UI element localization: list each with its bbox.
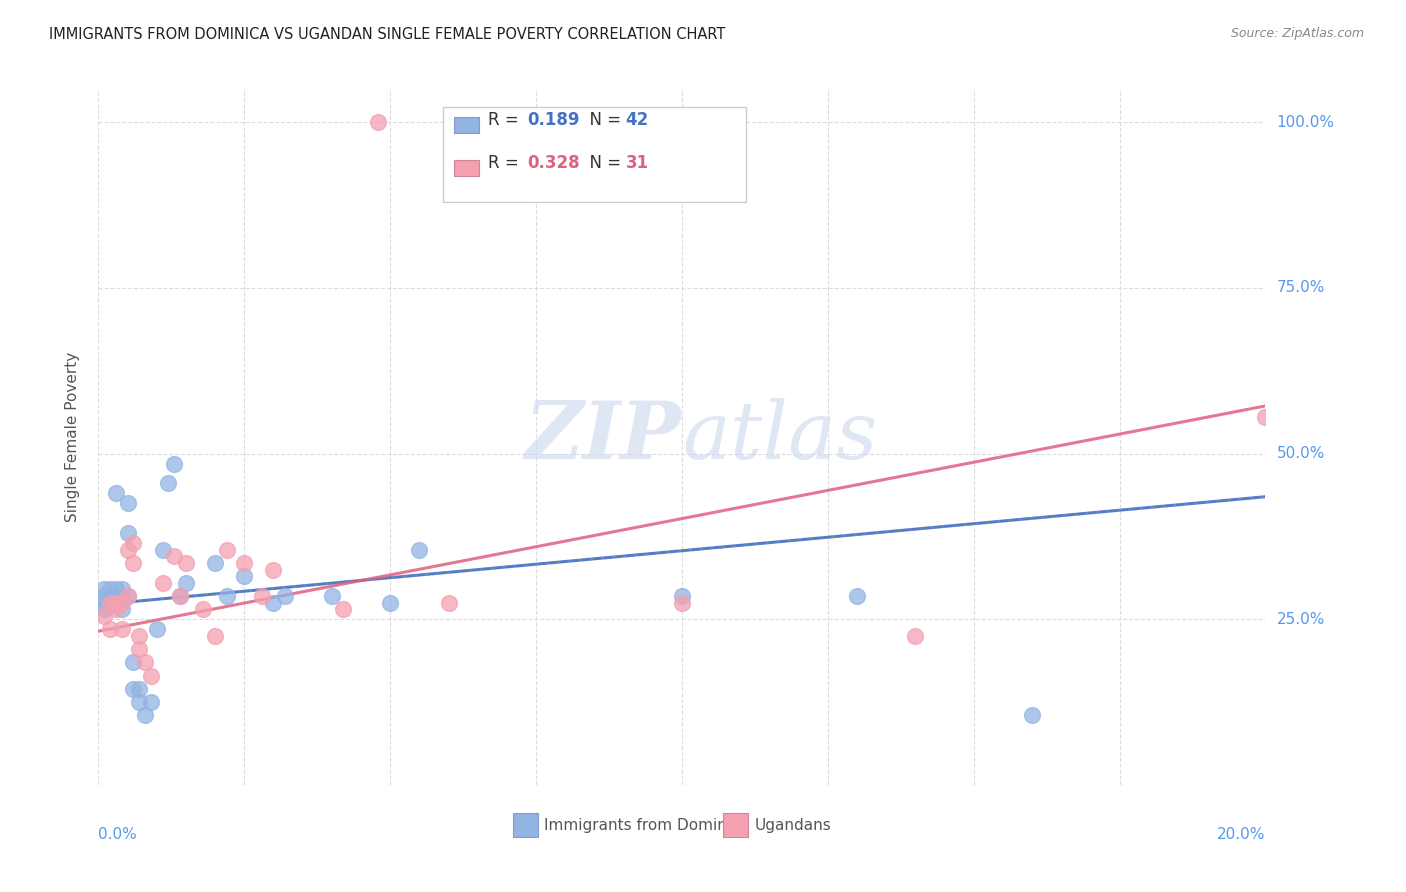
Point bbox=[367, 115, 389, 129]
Point bbox=[128, 629, 150, 643]
Text: 31: 31 bbox=[626, 153, 648, 172]
Text: 50.0%: 50.0% bbox=[1277, 446, 1324, 461]
Point bbox=[122, 536, 145, 550]
Point bbox=[332, 602, 354, 616]
Point bbox=[104, 589, 127, 603]
Text: IMMIGRANTS FROM DOMINICA VS UGANDAN SINGLE FEMALE POVERTY CORRELATION CHART: IMMIGRANTS FROM DOMINICA VS UGANDAN SING… bbox=[49, 27, 725, 42]
Point bbox=[204, 629, 226, 643]
Point bbox=[117, 589, 139, 603]
Point bbox=[671, 589, 693, 603]
Text: Ugandans: Ugandans bbox=[754, 818, 831, 833]
Text: ZIP: ZIP bbox=[524, 399, 682, 475]
Text: Immigrants from Dominica: Immigrants from Dominica bbox=[544, 818, 749, 833]
Point bbox=[671, 596, 693, 610]
Point bbox=[98, 599, 121, 613]
Point bbox=[128, 642, 150, 657]
Point bbox=[233, 569, 256, 583]
Point bbox=[408, 542, 430, 557]
Text: 0.189: 0.189 bbox=[527, 111, 579, 129]
Point bbox=[93, 609, 115, 624]
Text: R =: R = bbox=[488, 111, 523, 129]
Point bbox=[146, 622, 169, 636]
Y-axis label: Single Female Poverty: Single Female Poverty bbox=[65, 352, 80, 522]
Point bbox=[122, 656, 145, 670]
Point bbox=[93, 602, 115, 616]
Point bbox=[122, 681, 145, 696]
Point bbox=[111, 596, 134, 610]
Point bbox=[157, 476, 180, 491]
Point bbox=[152, 575, 174, 590]
Point bbox=[104, 486, 127, 500]
Text: Source: ZipAtlas.com: Source: ZipAtlas.com bbox=[1230, 27, 1364, 40]
Point bbox=[215, 589, 238, 603]
Point bbox=[104, 582, 127, 597]
Point bbox=[111, 602, 134, 616]
Text: 0.328: 0.328 bbox=[527, 153, 579, 172]
Point bbox=[1021, 708, 1043, 723]
Point bbox=[111, 622, 134, 636]
Point bbox=[169, 589, 191, 603]
Text: 0.0%: 0.0% bbox=[98, 827, 138, 842]
Point bbox=[117, 496, 139, 510]
Point bbox=[128, 695, 150, 709]
Point bbox=[174, 575, 197, 590]
Text: R =: R = bbox=[488, 153, 523, 172]
Point bbox=[204, 556, 226, 570]
Point bbox=[163, 457, 186, 471]
Point bbox=[93, 582, 115, 597]
Text: 20.0%: 20.0% bbox=[1218, 827, 1265, 842]
Point bbox=[321, 589, 343, 603]
Text: 42: 42 bbox=[626, 111, 648, 129]
Text: N =: N = bbox=[579, 153, 627, 172]
Point bbox=[98, 622, 121, 636]
Point bbox=[193, 602, 215, 616]
Point bbox=[111, 582, 134, 597]
Point bbox=[122, 556, 145, 570]
Point bbox=[93, 596, 115, 610]
Point bbox=[846, 589, 869, 603]
Point bbox=[262, 596, 284, 610]
Point bbox=[904, 629, 927, 643]
Point bbox=[380, 596, 402, 610]
Text: 100.0%: 100.0% bbox=[1277, 115, 1334, 130]
Point bbox=[174, 556, 197, 570]
Point bbox=[117, 526, 139, 541]
Point bbox=[98, 582, 121, 597]
Point bbox=[262, 563, 284, 577]
Point bbox=[128, 681, 150, 696]
Point bbox=[134, 708, 156, 723]
FancyBboxPatch shape bbox=[723, 813, 748, 837]
Text: atlas: atlas bbox=[682, 399, 877, 475]
Point bbox=[104, 596, 127, 610]
Point bbox=[117, 542, 139, 557]
Point bbox=[139, 695, 162, 709]
Point bbox=[98, 596, 121, 610]
Point bbox=[93, 589, 115, 603]
Point bbox=[111, 592, 134, 607]
Point bbox=[1254, 410, 1277, 425]
Point bbox=[437, 596, 460, 610]
Point bbox=[139, 668, 162, 682]
Point bbox=[274, 589, 297, 603]
Text: 75.0%: 75.0% bbox=[1277, 280, 1324, 295]
Point bbox=[98, 592, 121, 607]
Point bbox=[152, 542, 174, 557]
FancyBboxPatch shape bbox=[513, 813, 538, 837]
Text: N =: N = bbox=[579, 111, 627, 129]
Point bbox=[104, 602, 127, 616]
Point bbox=[163, 549, 186, 564]
Point bbox=[117, 589, 139, 603]
Point bbox=[233, 556, 256, 570]
Point bbox=[169, 589, 191, 603]
Point bbox=[134, 656, 156, 670]
Point bbox=[250, 589, 273, 603]
Point bbox=[215, 542, 238, 557]
Text: 25.0%: 25.0% bbox=[1277, 612, 1324, 627]
